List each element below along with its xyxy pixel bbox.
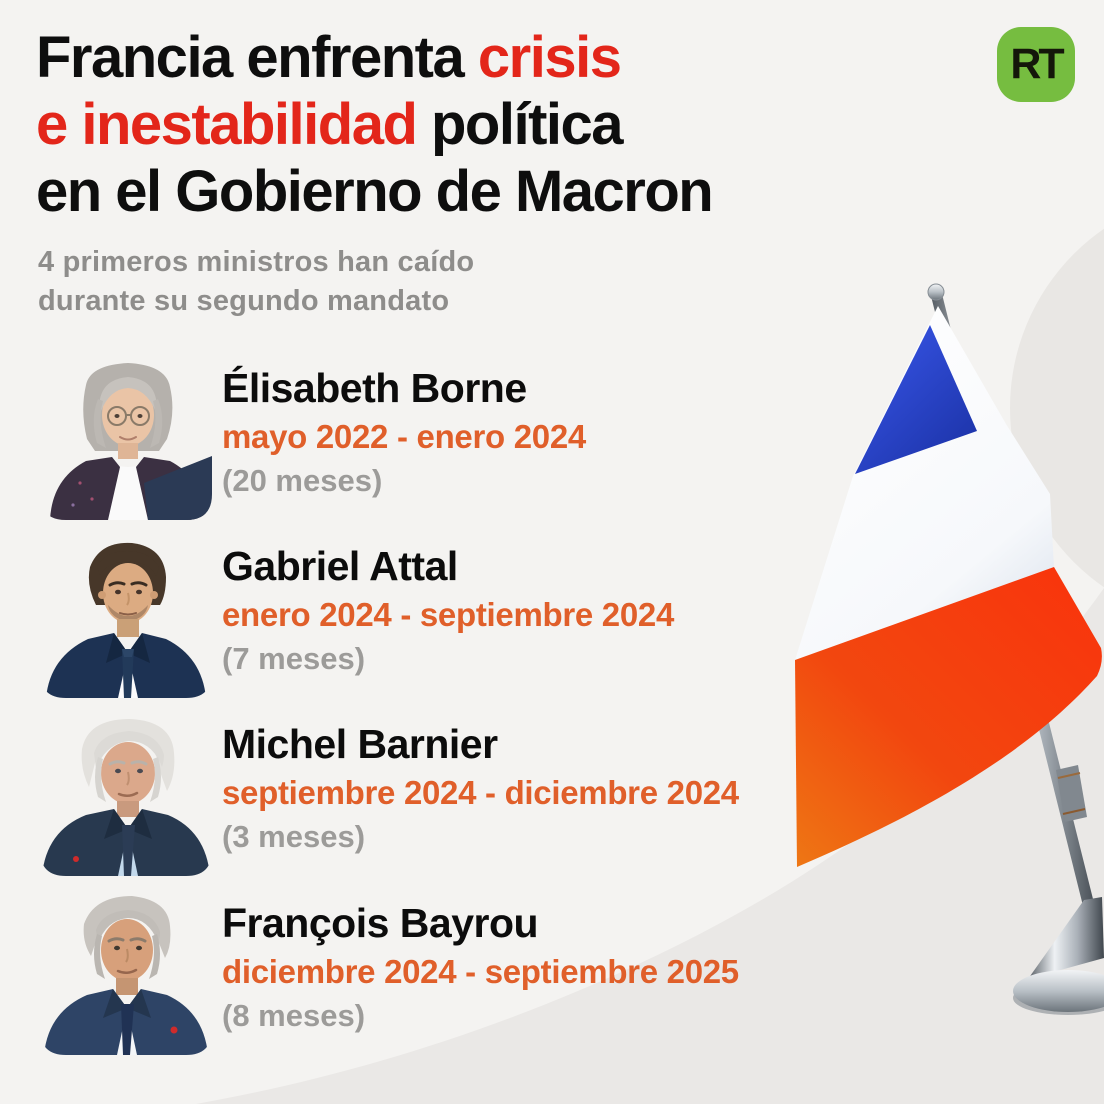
title-text: política bbox=[416, 92, 624, 157]
flag-stand-neck bbox=[1028, 897, 1104, 979]
title-text: Francia enfrenta bbox=[36, 25, 478, 90]
title-highlight: e inestabilidad bbox=[36, 92, 418, 157]
minister-duration: (3 meses) bbox=[222, 819, 366, 854]
minister-name: Élisabeth Borne bbox=[222, 365, 527, 411]
subtitle-line: 4 primeros ministros han caído bbox=[38, 246, 475, 278]
minister-name: François Bayrou bbox=[222, 900, 539, 946]
photo-gabriel-attal bbox=[40, 531, 212, 698]
minister-period: mayo 2022 - enero 2024 bbox=[222, 418, 586, 455]
flag-stand-base bbox=[1013, 970, 1104, 1012]
minister-name: Michel Barnier bbox=[222, 721, 498, 767]
pole-joint-sleeve bbox=[1056, 765, 1087, 822]
flag-blue-stripe bbox=[855, 325, 977, 474]
flag-white-stripe bbox=[795, 306, 1054, 660]
minister-row-michel-barnier: Michel Barnier septiembre 2024 - diciemb… bbox=[40, 709, 800, 876]
flag-stand-base-shadow bbox=[1013, 981, 1104, 1015]
minister-duration: (20 meses) bbox=[222, 463, 383, 498]
minister-period: enero 2024 - septiembre 2024 bbox=[222, 596, 675, 633]
minister-row-elisabeth-borne: Élisabeth Borne mayo 2022 - enero 2024 (… bbox=[40, 353, 800, 520]
pole-joint-band bbox=[1062, 808, 1086, 815]
rt-logo-text: RT bbox=[1010, 40, 1064, 88]
minister-row-gabriel-attal: Gabriel Attal enero 2024 - septiembre 20… bbox=[40, 531, 800, 698]
subtitle: 4 primeros ministros han caído durante s… bbox=[38, 243, 474, 321]
minister-row-francois-bayrou: François Bayrou diciembre 2024 - septiem… bbox=[40, 888, 800, 1055]
minister-period: diciembre 2024 - septiembre 2025 bbox=[222, 953, 739, 990]
flag-pole-finial bbox=[927, 283, 945, 301]
title-text: en el Gobierno de Macron bbox=[36, 159, 714, 224]
minister-name: Gabriel Attal bbox=[222, 543, 458, 589]
rt-logo: RT bbox=[997, 27, 1075, 102]
photo-michel-barnier bbox=[40, 709, 212, 876]
minister-duration: (8 meses) bbox=[222, 998, 366, 1033]
subtitle-line: durante su segundo mandato bbox=[38, 285, 450, 317]
page-title: Francia enfrenta crisis e inestabilidad … bbox=[36, 24, 714, 225]
photo-elisabeth-borne bbox=[40, 353, 212, 520]
minister-duration: (7 meses) bbox=[222, 641, 366, 676]
flag-pole bbox=[931, 294, 1100, 930]
pole-joint-band bbox=[1057, 772, 1081, 779]
flag-red-stripe bbox=[795, 567, 1102, 867]
title-highlight: crisis bbox=[477, 25, 622, 90]
minister-period: septiembre 2024 - diciembre 2024 bbox=[222, 774, 739, 811]
background-circle bbox=[1010, 228, 1104, 588]
photo-francois-bayrou bbox=[40, 888, 212, 1055]
